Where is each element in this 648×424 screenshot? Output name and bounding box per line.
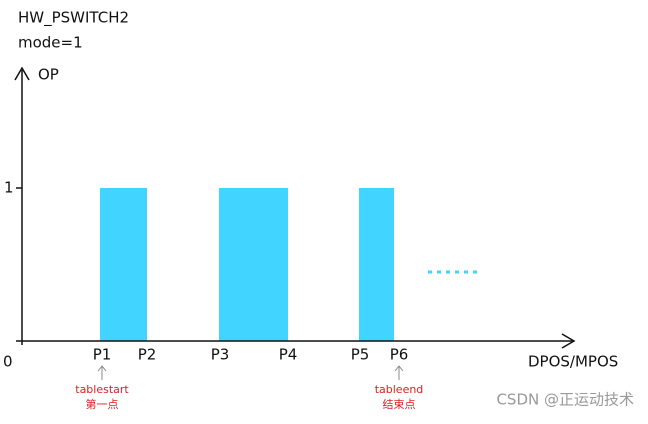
note-arrow-head — [97, 365, 107, 372]
note-arrow-head — [394, 365, 404, 372]
point-label: P2 — [138, 346, 157, 364]
origin: 0 — [3, 353, 13, 371]
y-tick-label: 1 — [4, 179, 14, 197]
title: HW_PSWITCH2 — [18, 9, 129, 28]
point-label: P6 — [390, 346, 409, 364]
x-label: DPOS/MPOS — [528, 353, 618, 371]
note-name: tablestart — [75, 383, 129, 396]
note-desc: 第一点 — [86, 397, 119, 411]
y-arrow — [14, 66, 30, 81]
point-label: P4 — [279, 346, 298, 364]
pulse — [100, 188, 147, 341]
y-label: OP — [38, 66, 59, 84]
point-label: P1 — [93, 346, 112, 364]
pulse — [359, 188, 394, 341]
watermark: CSDN @正运动技术 — [496, 391, 634, 409]
point-label: P5 — [351, 346, 370, 364]
note-name: tableend — [375, 383, 424, 396]
note-desc: 结束点 — [383, 398, 416, 411]
subtitle: mode=1 — [18, 34, 83, 52]
pulse — [219, 188, 288, 341]
point-label: P3 — [211, 346, 230, 364]
x-arrow — [561, 333, 576, 349]
